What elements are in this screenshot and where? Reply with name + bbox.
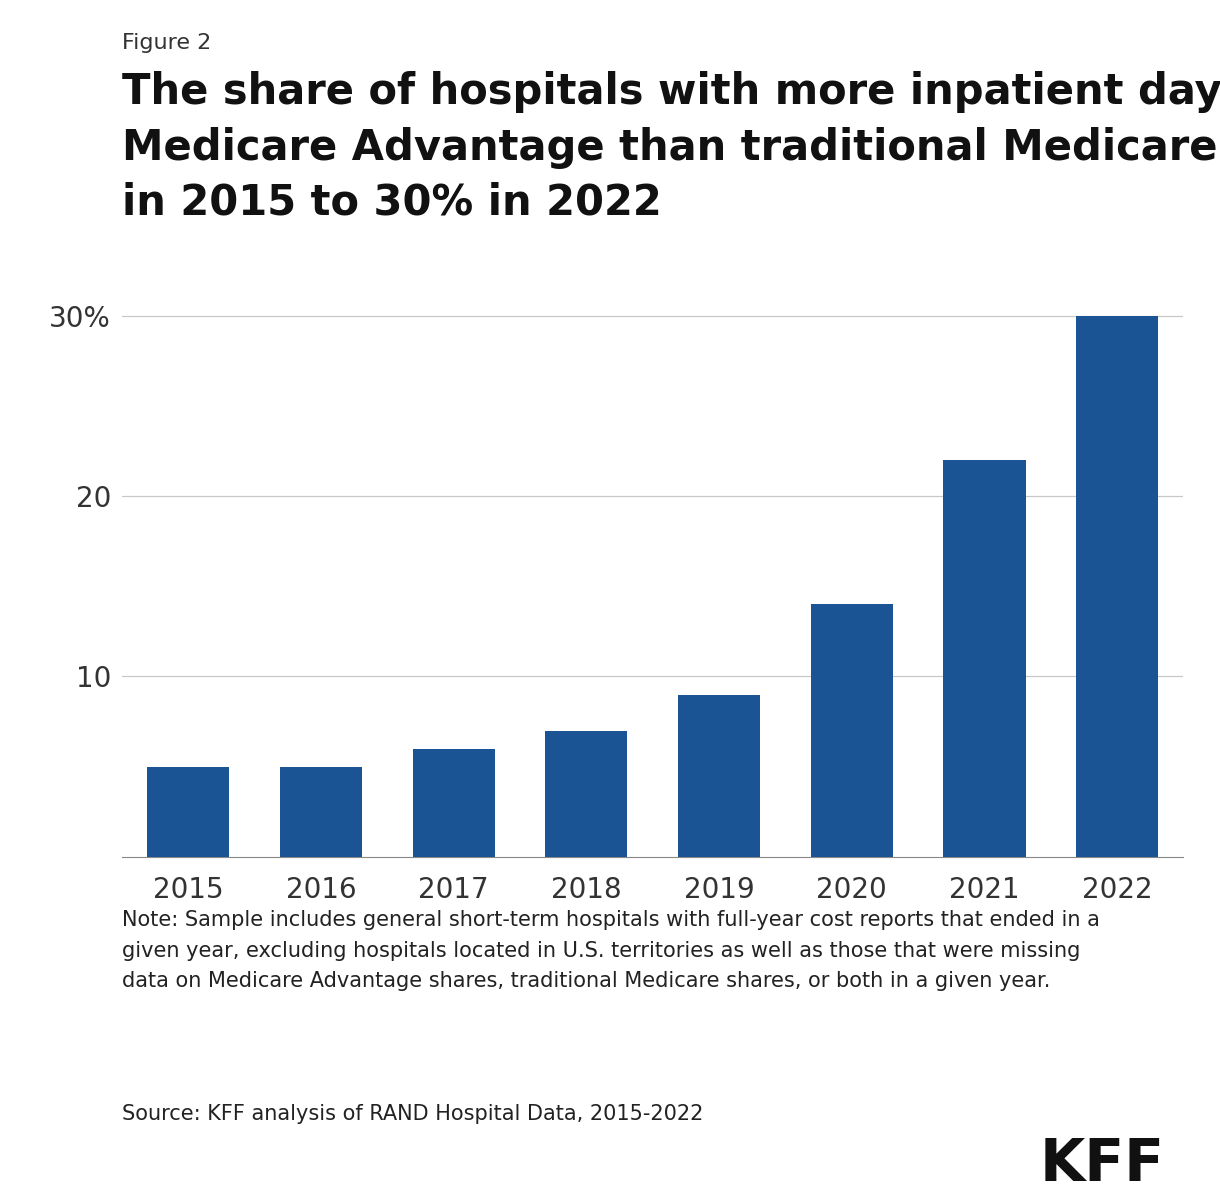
Text: Source: KFF analysis of RAND Hospital Data, 2015-2022: Source: KFF analysis of RAND Hospital Da… bbox=[122, 1104, 704, 1125]
Bar bbox=[943, 461, 1026, 857]
Bar bbox=[810, 605, 893, 857]
Text: Note: Sample includes general short-term hospitals with full-year cost reports t: Note: Sample includes general short-term… bbox=[122, 910, 1100, 991]
Bar bbox=[545, 731, 627, 857]
Text: Figure 2: Figure 2 bbox=[122, 33, 211, 54]
Bar bbox=[412, 749, 495, 857]
Bar bbox=[1076, 315, 1158, 857]
Bar bbox=[678, 695, 760, 857]
Bar bbox=[148, 766, 229, 857]
Text: KFF: KFF bbox=[1041, 1136, 1165, 1190]
Bar bbox=[279, 766, 362, 857]
Text: The share of hospitals with more inpatient days from
Medicare Advantage than tra: The share of hospitals with more inpatie… bbox=[122, 71, 1220, 224]
